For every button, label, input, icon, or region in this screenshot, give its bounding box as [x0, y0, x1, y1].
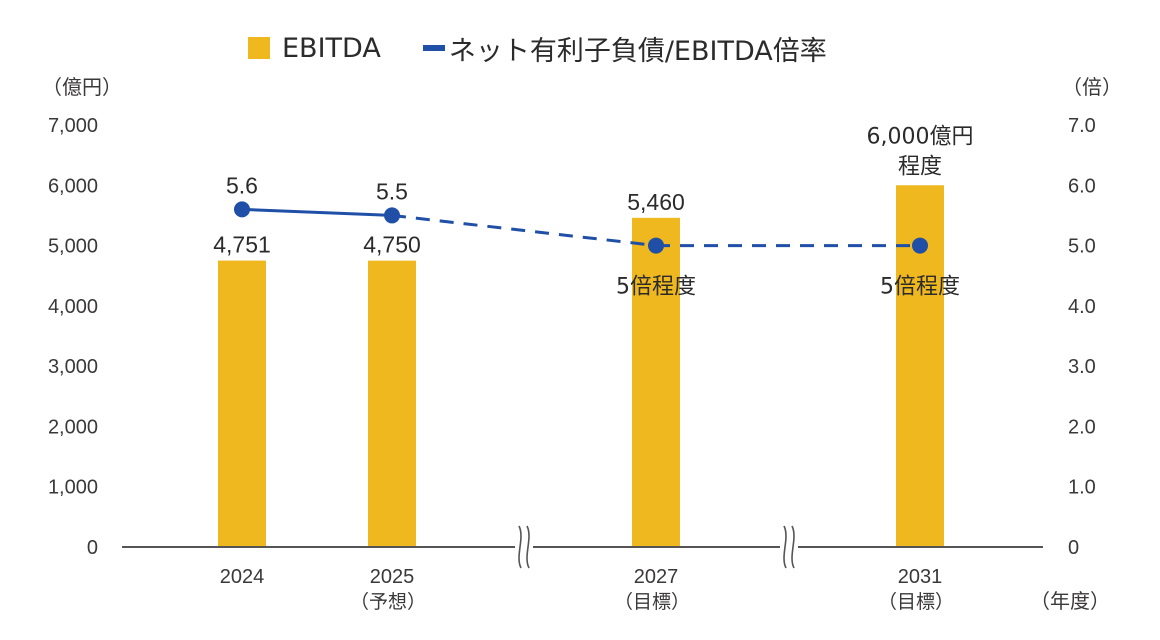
axis-breaks	[515, 525, 798, 569]
right-tick-label: 6.0	[1068, 175, 1096, 197]
ratio-data-label: 5倍程度	[880, 275, 960, 300]
legend-ratio-line-icon	[422, 45, 445, 51]
right-tick-label: 0	[1068, 537, 1079, 559]
x-axis-unit: （年度）	[1030, 589, 1110, 613]
left-tick-label: 7,000	[48, 115, 98, 137]
category-labels: 2024 2025 （予想） 2027 （目標） 2031 （目標）	[220, 566, 954, 613]
right-axis: （倍） 0 1.0 2.0 3.0 4.0 5.0 6.0 7.0	[1062, 75, 1122, 559]
line-series	[234, 201, 928, 254]
right-tick-label: 5.0	[1068, 236, 1096, 258]
bar-series	[218, 185, 944, 548]
ratio-line-segment	[241, 207, 393, 217]
axis-break-mark	[791, 525, 795, 569]
left-tick-label: 4,000	[48, 296, 98, 318]
category-sublabel: （目標）	[878, 591, 954, 613]
left-tick-label: 3,000	[48, 356, 98, 378]
ebitda-data-label: 4,750	[363, 232, 421, 258]
left-tick-label: 1,000	[48, 477, 98, 499]
legend-ratio-label: ネット有利子負債/EBITDA倍率	[448, 35, 827, 67]
left-axis: （億円） 0 1,000 2,000 3,000 4,000 5,000 6,000 7,00…	[42, 75, 122, 559]
ebitda-data-label-suffix: 程度	[898, 154, 942, 179]
category-label: 2025	[370, 566, 415, 588]
ratio-data-label: 5倍程度	[616, 275, 696, 300]
right-tick-label: 1.0	[1068, 477, 1096, 499]
axis-break-mark	[518, 525, 522, 569]
right-tick-label: 7.0	[1068, 115, 1096, 137]
left-tick-label: 6,000	[48, 175, 98, 197]
category-sublabel: （予想）	[350, 591, 426, 613]
left-tick-label: 5,000	[48, 236, 98, 258]
category-label: 2027	[634, 566, 679, 588]
legend: EBITDA ネット有利子負債/EBITDA倍率	[248, 28, 827, 68]
ratio-data-label: 5.6	[226, 172, 258, 198]
ratio-data-label: 5.5	[376, 178, 408, 204]
category-label: 2024	[220, 566, 265, 588]
right-tick-label: 3.0	[1068, 356, 1096, 378]
ebitda-data-label: 5,460	[627, 189, 685, 215]
ratio-line-segment-dashed	[391, 213, 657, 248]
ratio-point	[912, 237, 928, 254]
ratio-point	[234, 201, 250, 218]
right-axis-unit: （倍）	[1062, 75, 1122, 99]
ebitda-data-label: 4,751	[213, 232, 271, 258]
right-tick-label: 4.0	[1068, 296, 1096, 318]
axis-break-gap	[780, 538, 798, 554]
right-tick-label: 2.0	[1068, 416, 1096, 438]
line-data-labels: 5.6 5.5 5倍程度 5倍程度	[226, 172, 960, 299]
ratio-point	[648, 237, 664, 254]
ebitda-data-label: 6,000億円	[867, 124, 974, 149]
axis-break-gap	[515, 538, 533, 554]
legend-ebitda-label: EBITDA	[282, 32, 381, 64]
ebitda-bar	[218, 260, 266, 547]
ebitda-bar	[368, 260, 416, 547]
axis-break-mark	[783, 525, 787, 569]
axis-break-mark	[526, 525, 530, 569]
left-tick-label: 0	[87, 537, 98, 559]
category-label: 2031	[898, 566, 943, 588]
left-axis-unit: （億円）	[42, 75, 122, 99]
category-sublabel: （目標）	[614, 591, 690, 613]
ebitda-bar	[632, 217, 680, 547]
legend-ebitda-swatch	[248, 37, 270, 59]
left-tick-label: 2,000	[48, 416, 98, 438]
ratio-point	[384, 207, 400, 224]
